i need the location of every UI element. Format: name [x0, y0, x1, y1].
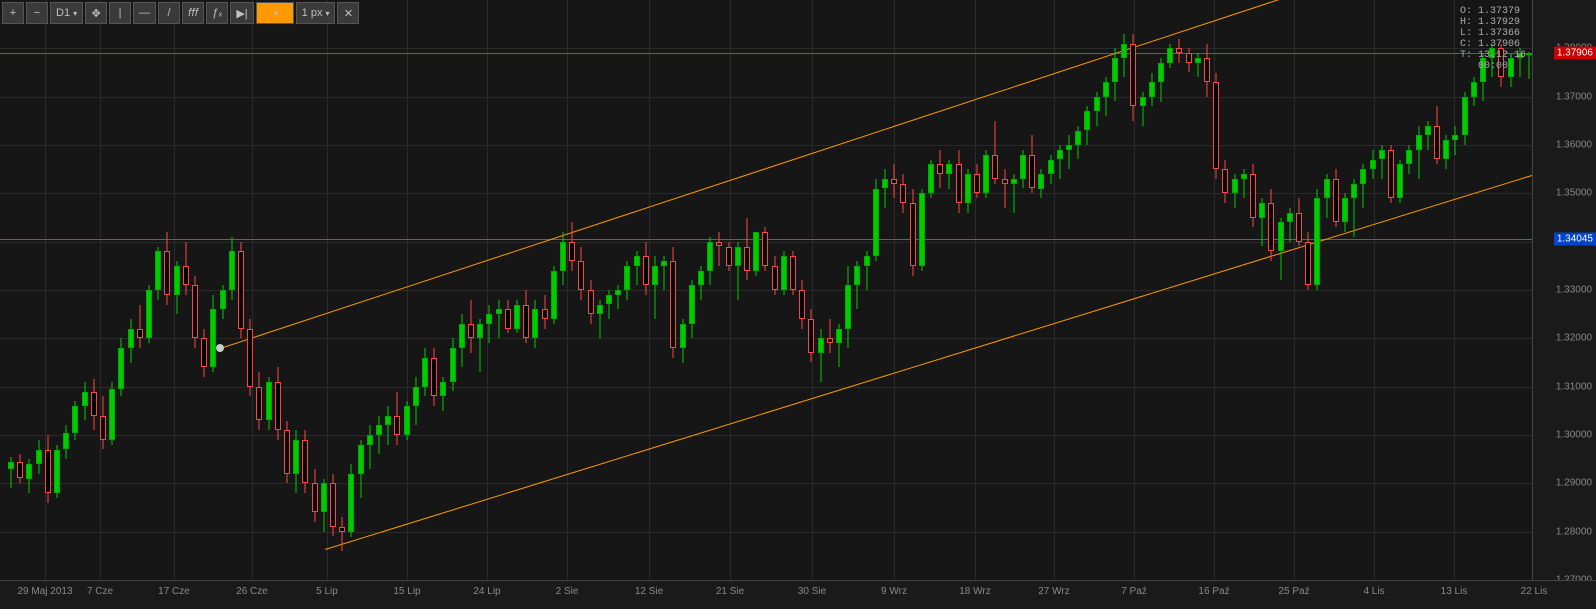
y-axis-label: 1.30000 — [1556, 430, 1592, 441]
x-axis-label: 27 Wrz — [1038, 586, 1070, 597]
y-axis-label: 1.36000 — [1556, 140, 1592, 151]
x-axis-label: 21 Sie — [716, 586, 744, 597]
ohlc-high: 1.37929 — [1478, 17, 1520, 28]
ohlc-low: 1.37366 — [1478, 28, 1520, 39]
x-axis-label: 12 Sie — [635, 586, 663, 597]
x-axis-label: 16 Paź — [1198, 586, 1229, 597]
ohlc-close: 1.37906 — [1478, 39, 1520, 50]
x-axis-label: 26 Cze — [236, 586, 268, 597]
line-width-dropdown[interactable]: 1 px — [296, 2, 336, 24]
trendline-lower[interactable] — [325, 155, 1596, 550]
x-axis-label: 22 Lis — [1521, 586, 1548, 597]
timeframe-dropdown[interactable]: D1 — [50, 2, 83, 24]
x-axis-label: 7 Paź — [1121, 586, 1147, 597]
red-price-tag: 1.37906 — [1554, 46, 1596, 59]
x-axis-label: 5 Lip — [316, 586, 338, 597]
chart-container: 1.270001.280001.290001.300001.310001.320… — [0, 0, 1596, 609]
x-axis-label: 4 Lis — [1363, 586, 1384, 597]
ohlc-time: 13.12.16 — [1478, 50, 1526, 61]
y-axis-label: 1.31000 — [1556, 381, 1592, 392]
x-axis-label: 25 Paź — [1278, 586, 1309, 597]
x-axis-label: 9 Wrz — [881, 586, 907, 597]
x-axis-label: 17 Cze — [158, 586, 190, 597]
trendline-button[interactable]: / — [158, 2, 180, 24]
trendline-handle[interactable] — [216, 344, 224, 352]
x-axis-label: 24 Lip — [473, 586, 500, 597]
chart-plot-area[interactable] — [0, 0, 1532, 580]
y-axis-label: 1.29000 — [1556, 478, 1592, 489]
toolbar: + − D1 ✥ | — / 𝑓𝑓𝑓 ƒₓ ▶| 1 px ✕ — [2, 2, 359, 26]
y-axis-label: 1.32000 — [1556, 333, 1592, 344]
x-axis-label: 15 Lip — [393, 586, 420, 597]
y-axis-label: 1.28000 — [1556, 526, 1592, 537]
y-axis-label: 1.37000 — [1556, 91, 1592, 102]
x-axis-label: 30 Sie — [798, 586, 826, 597]
fib-button[interactable]: 𝑓𝑓𝑓 — [182, 2, 204, 24]
x-axis-label: 18 Wrz — [959, 586, 991, 597]
x-axis: 29 Maj 2013 7 Cze 17 Cze 26 Cze 5 Lip 15 Lip 2… — [0, 580, 1596, 609]
y-axis-label: 1.35000 — [1556, 188, 1592, 199]
y-axis-label: 1.33000 — [1556, 285, 1592, 296]
red-hline[interactable] — [0, 53, 1596, 54]
x-axis-label: 13 Lis — [1441, 586, 1468, 597]
ohlc-time2: 00:00 — [1478, 61, 1508, 72]
zoom-in-button[interactable]: + — [2, 2, 24, 24]
x-axis-label: 2 Sie — [556, 586, 579, 597]
x-axis-label: 29 Maj 2013 — [17, 586, 72, 597]
crosshair-button[interactable]: ✥ — [85, 2, 107, 24]
fx-button[interactable]: ƒₓ — [206, 2, 228, 24]
color-picker[interactable] — [256, 2, 294, 24]
zoom-out-button[interactable]: − — [26, 2, 48, 24]
blue-hline[interactable] — [0, 239, 1596, 240]
close-button[interactable]: ✕ — [337, 2, 359, 24]
divider-1: | — [109, 2, 131, 24]
y-axis: 1.270001.280001.290001.300001.310001.320… — [1532, 0, 1596, 580]
next-button[interactable]: ▶| — [230, 2, 253, 24]
hline-button[interactable]: — — [133, 2, 156, 24]
blue-price-tag: 1.34045 — [1554, 233, 1596, 246]
ohlc-open: 1.37379 — [1478, 6, 1520, 17]
ohlc-readout: O: 1.37379 H: 1.37929 L: 1.37366 C: 1.37… — [1460, 6, 1526, 72]
x-axis-label: 7 Cze — [87, 586, 113, 597]
